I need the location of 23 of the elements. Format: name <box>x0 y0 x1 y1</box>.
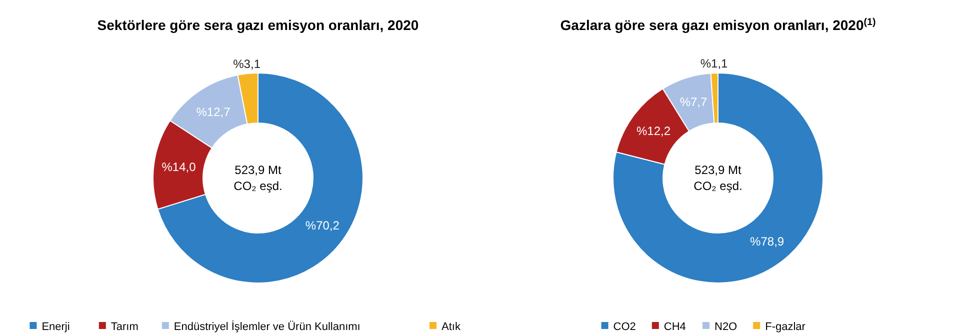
chart-title: Sektörlere göre sera gazı emisyon oranları, 2020 <box>97 17 419 33</box>
text: 523,9 Mt <box>694 163 742 178</box>
legend-label: N2O <box>714 320 738 333</box>
text: CO₂ eşd. <box>234 179 282 194</box>
legend-label: Endüstriyel İşlemler ve Ürün Kullanımı <box>174 320 360 333</box>
data-label: %70,2 <box>305 218 340 233</box>
data-label: %12,7 <box>196 104 231 119</box>
legend-label: F-gazlar <box>765 320 806 333</box>
text: CO₂ eşd. <box>694 179 742 194</box>
chart-title: Gazlara göre sera gazı emisyon oranları, 2020$^{(1)}$ <box>560 16 876 33</box>
text: 523,9 Mt <box>234 163 282 178</box>
data-label: %1,1 <box>700 56 728 70</box>
legend-label: Atık <box>442 320 461 333</box>
legend-label: Enerji <box>42 320 70 333</box>
data-label: %78,9 <box>750 234 784 248</box>
data-label: %14,0 <box>162 160 196 174</box>
data-label: %12,2 <box>636 124 671 138</box>
donut-slice <box>612 72 824 284</box>
data-label: %7,7 <box>680 95 708 110</box>
legend-label: Tarım <box>110 320 138 333</box>
legend-label: CH4 <box>664 320 686 333</box>
legend-label: CO2 <box>613 320 636 333</box>
data-label: %3,1 <box>233 56 261 71</box>
